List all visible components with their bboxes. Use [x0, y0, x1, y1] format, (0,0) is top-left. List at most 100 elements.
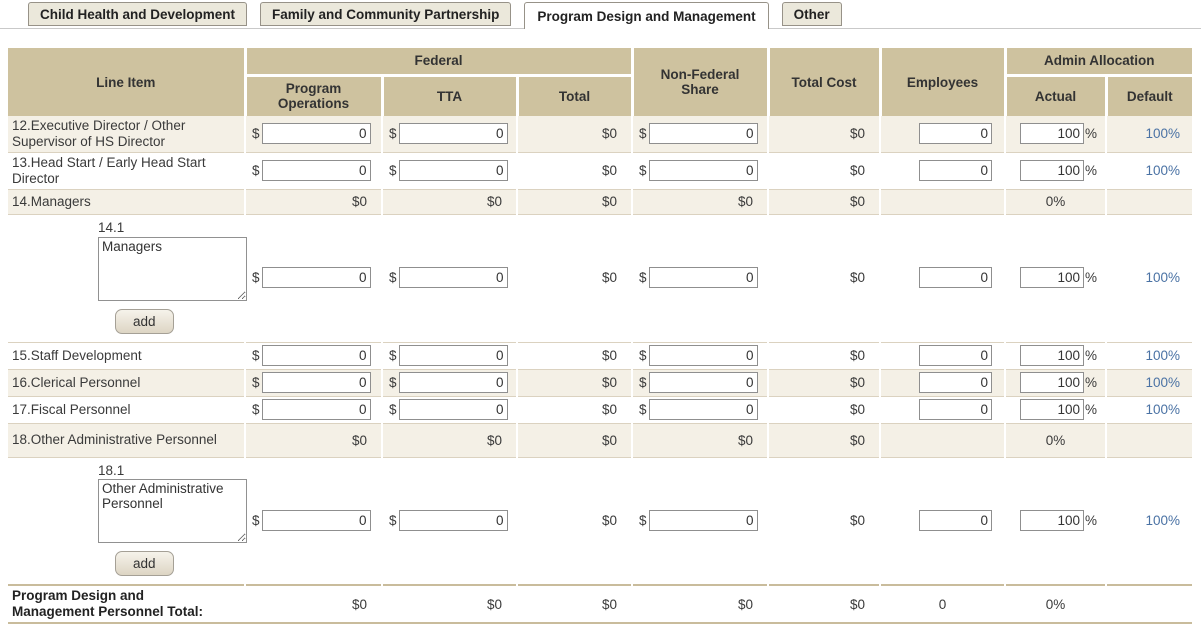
- tta-input[interactable]: [398, 399, 508, 421]
- line-item-label: 18.Other Administrative Personnel: [12, 432, 217, 448]
- default-percent-value: [1105, 423, 1192, 458]
- currency-symbol: $: [252, 163, 260, 179]
- federal-total-value: $0: [516, 116, 632, 153]
- federal-total-value: $0: [516, 342, 632, 370]
- program-operations-input[interactable]: [261, 345, 371, 367]
- actual-percent-value: 0%: [1004, 423, 1106, 458]
- percent-symbol: %: [1084, 348, 1097, 364]
- currency-symbol: $: [639, 126, 647, 142]
- program-operations-value: $0: [244, 423, 382, 458]
- column-header-line-item: Line Item: [8, 48, 245, 116]
- tta-input[interactable]: [398, 509, 508, 531]
- currency-symbol: $: [389, 270, 397, 286]
- program-operations-input[interactable]: [261, 509, 371, 531]
- employees-value: [879, 423, 1005, 458]
- default-percent-link[interactable]: 100%: [1145, 270, 1180, 286]
- tta-input[interactable]: [398, 345, 508, 367]
- non-federal-share-input[interactable]: [648, 267, 758, 289]
- percent-symbol: %: [1084, 163, 1097, 179]
- actual-percent-input[interactable]: [1019, 399, 1084, 421]
- budget-table: Line Item Federal Non-Federal Share Tota…: [8, 48, 1192, 624]
- non-federal-share-value: $0: [631, 423, 768, 458]
- non-federal-share-input[interactable]: [648, 160, 758, 182]
- add-button[interactable]: add: [115, 551, 174, 577]
- table-row-15: 15.Staff Development $ $ $0 $ $0 % 100%: [8, 342, 1192, 370]
- federal-total-value: $0: [516, 423, 632, 458]
- default-percent-link[interactable]: 100%: [1145, 163, 1180, 179]
- program-operations-input[interactable]: [261, 372, 371, 394]
- default-percent-total: [1105, 584, 1192, 624]
- total-row-label: Program Design and Management Personnel …: [12, 588, 204, 620]
- add-button[interactable]: add: [115, 308, 174, 334]
- employees-total: 0: [879, 584, 1005, 624]
- program-operations-input[interactable]: [261, 399, 371, 421]
- employees-input[interactable]: [919, 160, 992, 182]
- column-header-total-cost: Total Cost: [766, 48, 880, 116]
- non-federal-share-value: $0: [631, 189, 768, 215]
- column-group-federal: Federal: [243, 48, 632, 77]
- tab-program-design-and-management[interactable]: Program Design and Management: [524, 2, 769, 29]
- tab-child-health-and-development[interactable]: Child Health and Development: [28, 2, 248, 26]
- employees-input[interactable]: [919, 123, 992, 145]
- table-row-14: 14.Managers $0 $0 $0 $0 $0 0%: [8, 189, 1192, 215]
- tab-other[interactable]: Other: [781, 2, 842, 26]
- actual-percent-input[interactable]: [1019, 160, 1084, 182]
- currency-symbol: $: [252, 402, 260, 418]
- currency-symbol: $: [639, 402, 647, 418]
- actual-percent-input[interactable]: [1019, 345, 1084, 367]
- non-federal-share-input[interactable]: [648, 123, 758, 145]
- table-row-13: 13.Head Start / Early Head Start Directo…: [8, 152, 1192, 190]
- program-operations-input[interactable]: [261, 123, 371, 145]
- tta-input[interactable]: [398, 372, 508, 394]
- line-item-name-textarea[interactable]: Managers: [98, 236, 247, 301]
- currency-symbol: $: [252, 512, 260, 528]
- employees-input[interactable]: [919, 399, 992, 421]
- federal-total-value: $0: [516, 369, 632, 397]
- federal-total-value: $0: [516, 189, 632, 215]
- non-federal-share-input[interactable]: [648, 399, 758, 421]
- currency-symbol: $: [389, 402, 397, 418]
- default-percent-value: [1105, 189, 1192, 215]
- default-percent-link[interactable]: 100%: [1145, 402, 1180, 418]
- employees-input[interactable]: [919, 267, 992, 289]
- non-federal-share-input[interactable]: [648, 345, 758, 367]
- employees-input[interactable]: [919, 372, 992, 394]
- program-operations-input[interactable]: [261, 160, 371, 182]
- program-operations-total: $0: [244, 584, 382, 624]
- table-row-18-1: 18.1 Other Administrative Personnel add …: [8, 457, 1192, 586]
- currency-symbol: $: [389, 126, 397, 142]
- tab-family-and-community-partnership[interactable]: Family and Community Partnership: [260, 2, 512, 26]
- default-percent-link[interactable]: 100%: [1145, 126, 1180, 142]
- employees-input[interactable]: [919, 509, 992, 531]
- tta-input[interactable]: [398, 267, 508, 289]
- actual-percent-input[interactable]: [1019, 509, 1084, 531]
- currency-symbol: $: [389, 163, 397, 179]
- total-cost-value: $0: [767, 152, 880, 190]
- program-operations-input[interactable]: [261, 267, 371, 289]
- total-cost-value: $0: [767, 423, 880, 458]
- tta-input[interactable]: [398, 123, 508, 145]
- default-percent-link[interactable]: 100%: [1145, 348, 1180, 364]
- employees-input[interactable]: [919, 345, 992, 367]
- table-row-17: 17.Fiscal Personnel $ $ $0 $ $0 % 100%: [8, 396, 1192, 424]
- table-row-18: 18.Other Administrative Personnel $0 $0 …: [8, 423, 1192, 458]
- actual-percent-input[interactable]: [1019, 123, 1084, 145]
- line-item-name-textarea[interactable]: Other Administrative Personnel: [98, 479, 247, 544]
- percent-symbol: %: [1084, 126, 1097, 142]
- default-percent-link[interactable]: 100%: [1145, 512, 1180, 528]
- non-federal-share-input[interactable]: [648, 372, 758, 394]
- total-cost-value: $0: [767, 396, 880, 424]
- tta-value: $0: [381, 189, 517, 215]
- tta-value: $0: [381, 423, 517, 458]
- actual-percent-input[interactable]: [1019, 372, 1084, 394]
- total-cost-value: $0: [767, 214, 880, 343]
- percent-symbol: %: [1084, 375, 1097, 391]
- default-percent-link[interactable]: 100%: [1145, 375, 1180, 391]
- total-cost-value: $0: [767, 369, 880, 397]
- tta-input[interactable]: [398, 160, 508, 182]
- total-cost-value: $0: [767, 342, 880, 370]
- currency-symbol: $: [252, 375, 260, 391]
- non-federal-share-input[interactable]: [648, 509, 758, 531]
- actual-percent-input[interactable]: [1019, 267, 1084, 289]
- total-cost-total: $0: [767, 584, 880, 624]
